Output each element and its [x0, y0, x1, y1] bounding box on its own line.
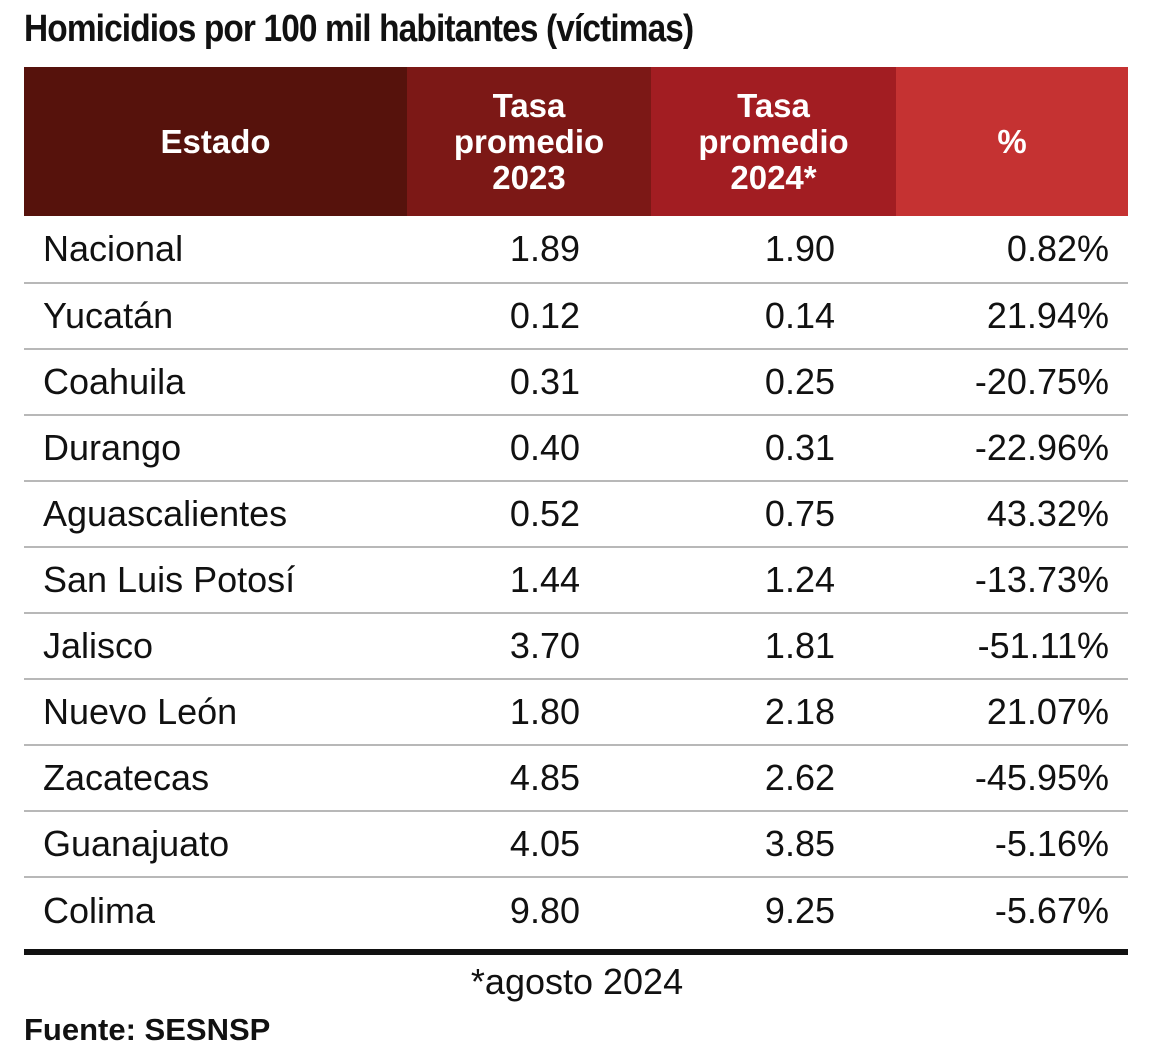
source-note: Fuente: SESNSP [24, 1012, 271, 1047]
cell-tasa-2024: 0.31 [764, 427, 835, 468]
cell-percent: -20.75% [974, 361, 1109, 402]
header-line: Tasa [492, 86, 566, 124]
cell-percent: 21.07% [986, 691, 1109, 732]
cell-percent: 21.94% [986, 295, 1109, 336]
cell-tasa-2023: 0.12 [509, 295, 580, 336]
table-row: Coahuila 0.31 0.25 -20.75% [24, 350, 1128, 416]
cell-estado: Durango [43, 427, 182, 468]
cell-percent: -5.67% [994, 890, 1109, 931]
cell-estado: Yucatán [43, 295, 174, 336]
table-row: Zacatecas 4.85 2.62 -45.95% [24, 746, 1128, 812]
table-row: Durango 0.40 0.31 -22.96% [24, 416, 1128, 482]
cell-estado: Aguascalientes [43, 493, 288, 534]
cell-estado: Nacional [43, 228, 184, 269]
table-row: Aguascalientes 0.52 0.75 43.32% [24, 482, 1128, 548]
table-row: Nacional 1.89 1.90 0.82% [24, 216, 1128, 284]
cell-percent: -51.11% [977, 625, 1109, 666]
cell-percent: 0.82% [1006, 228, 1109, 269]
cell-tasa-2023: 9.80 [509, 890, 580, 931]
cell-estado: Jalisco [43, 625, 154, 666]
cell-tasa-2023: 0.52 [509, 493, 580, 534]
cell-estado: Guanajuato [43, 823, 230, 864]
table-row: Yucatán 0.12 0.14 21.94% [24, 284, 1128, 350]
header-line: promedio [453, 122, 605, 160]
cell-tasa-2023: 4.85 [509, 757, 580, 798]
header-tasa-2023: Tasa promedio 2023 [407, 67, 651, 216]
cell-tasa-2023: 0.40 [509, 427, 580, 468]
cell-estado: Colima [43, 890, 156, 931]
cell-tasa-2024: 1.90 [764, 228, 835, 269]
footnote: *agosto 2024 [470, 961, 684, 1002]
header-line: Estado [160, 122, 271, 160]
header-estado: Estado [24, 67, 407, 216]
table-row: Colima 9.80 9.25 -5.67% [24, 878, 1128, 944]
cell-tasa-2023: 1.89 [509, 228, 580, 269]
cell-estado: Zacatecas [43, 757, 210, 798]
cell-percent: -45.95% [974, 757, 1109, 798]
cell-estado: Coahuila [43, 361, 186, 402]
cell-estado: San Luis Potosí [43, 559, 296, 600]
cell-tasa-2024: 0.14 [764, 295, 835, 336]
cell-tasa-2024: 3.85 [764, 823, 835, 864]
cell-tasa-2024: 1.81 [764, 625, 835, 666]
cell-tasa-2023: 1.44 [509, 559, 580, 600]
table-header: Estado Tasa promedio 2023 Tasa promedio 2024*% [24, 67, 1128, 216]
cell-tasa-2024: 1.24 [764, 559, 835, 600]
chart-title: Homicidios por 100 mil habitantes (vícti… [24, 8, 694, 50]
table-row: Guanajuato 4.05 3.85 -5.16% [24, 812, 1128, 878]
header-tasa-2024: Tasa promedio 2024* [651, 67, 896, 216]
cell-tasa-2023: 4.05 [509, 823, 580, 864]
cell-tasa-2024: 9.25 [764, 890, 835, 931]
cell-tasa-2023: 0.31 [509, 361, 580, 402]
cell-tasa-2024: 0.75 [764, 493, 835, 534]
header-line: Tasa [737, 86, 810, 124]
cell-tasa-2024: 2.62 [764, 757, 835, 798]
table-bottom-rule [24, 949, 1128, 955]
cell-tasa-2023: 3.70 [509, 625, 580, 666]
header-line: 2024* [730, 158, 817, 196]
cell-estado: Nuevo León [43, 691, 238, 732]
header-line: % [997, 122, 1027, 160]
table-row: Jalisco 3.70 1.81 -51.11% [24, 614, 1128, 680]
header-line: 2023 [492, 158, 566, 196]
header-line: promedio [698, 122, 849, 160]
cell-percent: -13.73% [974, 559, 1109, 600]
cell-tasa-2023: 1.80 [509, 691, 580, 732]
table-body: Nacional 1.89 1.90 0.82% Yucatán 0.12 0.14 21.9… [24, 216, 1128, 944]
cell-tasa-2024: 0.25 [764, 361, 835, 402]
cell-percent: -5.16% [994, 823, 1109, 864]
cell-percent: -22.96% [974, 427, 1109, 468]
cell-percent: 43.32% [986, 493, 1109, 534]
data-table: Estado Tasa promedio 2023 Tasa promedio 2024*%… [24, 67, 1128, 944]
cell-tasa-2024: 2.18 [764, 691, 835, 732]
header-percent: % [896, 67, 1128, 216]
table-row: San Luis Potosí 1.44 1.24 -13.73% [24, 548, 1128, 614]
table-row: Nuevo León 1.80 2.18 21.07% [24, 680, 1128, 746]
